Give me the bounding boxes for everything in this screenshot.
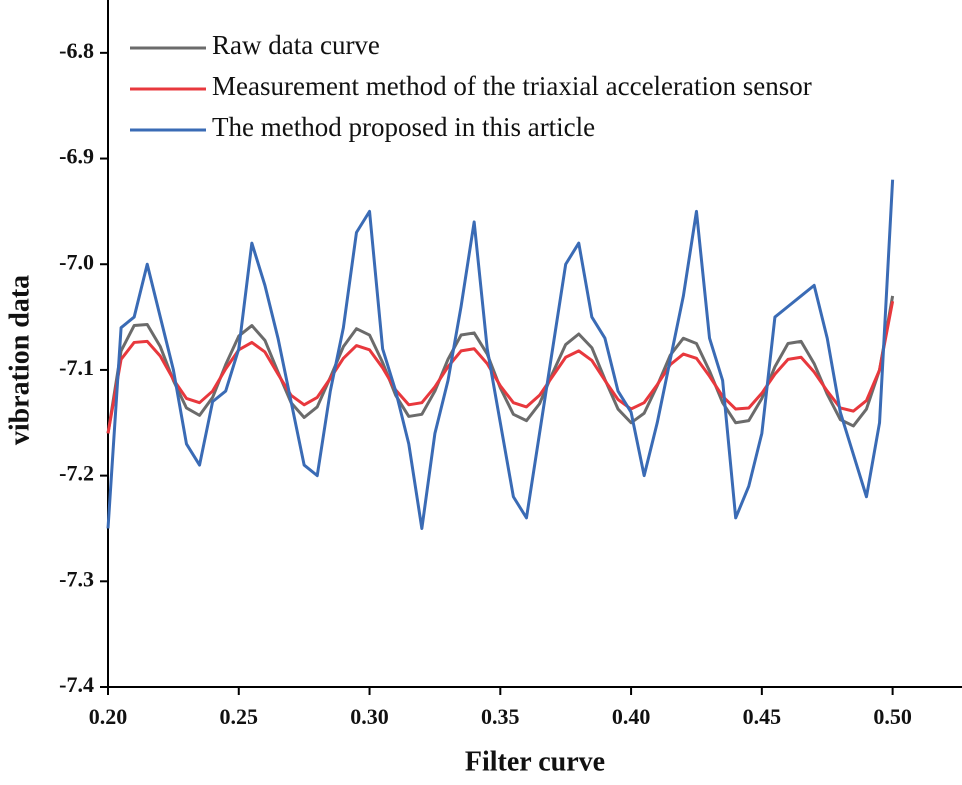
y-tick-label: -6.8	[59, 38, 94, 63]
x-tick-label: 0.40	[612, 704, 651, 729]
series-line	[106, 179, 895, 530]
x-tick-label: 0.30	[350, 704, 389, 729]
x-tick-label: 0.50	[873, 704, 912, 729]
y-tick-label: -6.9	[59, 144, 94, 169]
y-tick-label: -7.4	[59, 672, 94, 697]
y-tick-label: -7.0	[59, 249, 94, 274]
legend-label: The method proposed in this article	[212, 112, 595, 142]
legend-label: Raw data curve	[212, 30, 380, 60]
x-tick-label: 0.25	[220, 704, 259, 729]
legend-label: Measurement method of the triaxial accel…	[212, 71, 812, 101]
y-tick-label: -7.2	[59, 461, 94, 486]
y-axis-title: vibration data	[4, 275, 35, 445]
x-axis-title: Filter curve	[465, 746, 605, 777]
x-tick-label: 0.35	[481, 704, 520, 729]
y-tick-label: -7.3	[59, 566, 94, 591]
x-tick-label: 0.45	[743, 704, 782, 729]
x-tick-label: 0.20	[89, 704, 128, 729]
y-tick-label: -7.1	[59, 355, 94, 380]
